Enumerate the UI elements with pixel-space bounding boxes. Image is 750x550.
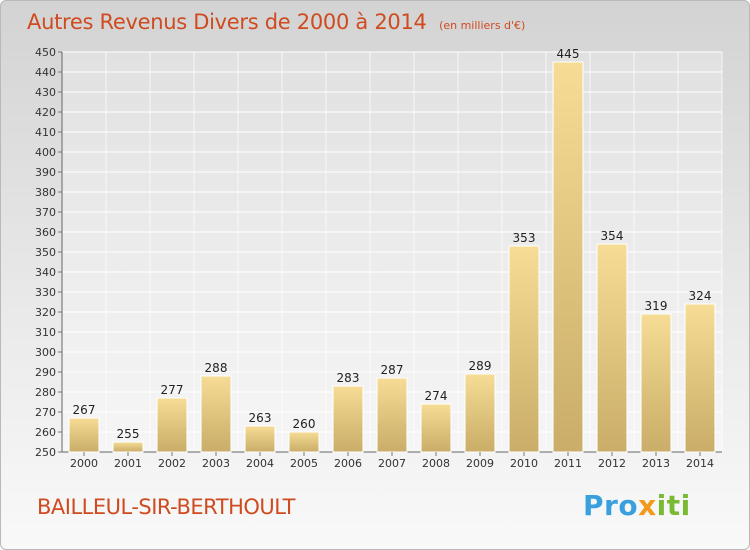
y-tick-label: 370	[35, 206, 56, 219]
y-tick-label: 390	[35, 166, 56, 179]
data-label-2010: 353	[513, 231, 536, 245]
data-label-2003: 288	[205, 361, 228, 375]
y-tick-label: 420	[35, 106, 56, 119]
data-label-2008: 274	[425, 389, 448, 403]
x-tick-label-2006: 2006	[334, 457, 362, 470]
bar-2003	[200, 375, 232, 453]
bar-2014	[684, 303, 716, 453]
y-tick-label: 350	[35, 246, 56, 259]
data-label-2011: 445	[557, 47, 580, 61]
x-tick-label-2005: 2005	[290, 457, 318, 470]
bar-2004	[244, 425, 276, 453]
bar-2002	[156, 397, 188, 453]
proxiti-logo[interactable]: Proxiti	[583, 489, 691, 522]
data-label-2012: 354	[601, 229, 624, 243]
bar-2007	[376, 377, 408, 453]
x-tick-label-2002: 2002	[158, 457, 186, 470]
x-tick-label-2000: 2000	[70, 457, 98, 470]
bar-2001	[112, 441, 144, 453]
y-tick-label: 320	[35, 306, 56, 319]
y-tick-label: 410	[35, 126, 56, 139]
y-tick-label: 440	[35, 66, 56, 79]
y-tick-label: 290	[35, 366, 56, 379]
bar-2005	[288, 431, 320, 453]
data-label-2013: 319	[645, 299, 668, 313]
chart-title-row: Autres Revenus Divers de 2000 à 2014 (en…	[27, 10, 525, 34]
data-label-2000: 267	[73, 403, 96, 417]
data-label-2002: 277	[161, 383, 184, 397]
x-tick-label-2004: 2004	[246, 457, 274, 470]
x-tick-label-2007: 2007	[378, 457, 406, 470]
data-label-2006: 283	[337, 371, 360, 385]
logo-part-iti: iti	[656, 489, 691, 522]
y-tick-label: 360	[35, 226, 56, 239]
bar-2012	[596, 243, 628, 453]
commune-name: BAILLEUL-SIR-BERTHOULT	[37, 495, 295, 519]
logo-part-pro: Pro	[583, 489, 639, 522]
y-tick-label: 250	[35, 446, 56, 459]
x-tick-label-2014: 2014	[686, 457, 714, 470]
x-tick-label-2012: 2012	[598, 457, 626, 470]
y-tick-label: 280	[35, 386, 56, 399]
data-label-2001: 255	[117, 427, 140, 441]
data-label-2004: 263	[249, 411, 272, 425]
bar-2000	[68, 417, 100, 453]
chart-subtitle: (en milliers d'€)	[439, 19, 526, 32]
y-tick-label: 400	[35, 146, 56, 159]
x-tick-label-2010: 2010	[510, 457, 538, 470]
bar-2008	[420, 403, 452, 453]
y-tick-label: 300	[35, 346, 56, 359]
logo-part-x: x	[638, 489, 657, 522]
y-tick-label: 260	[35, 426, 56, 439]
x-tick-label-2001: 2001	[114, 457, 142, 470]
y-tick-label: 270	[35, 406, 56, 419]
y-tick-label: 340	[35, 266, 56, 279]
x-tick-label-2003: 2003	[202, 457, 230, 470]
data-label-2009: 289	[469, 359, 492, 373]
y-tick-label: 450	[35, 46, 56, 59]
bar-2009	[464, 373, 496, 453]
x-tick-label-2011: 2011	[554, 457, 582, 470]
x-tick-label-2013: 2013	[642, 457, 670, 470]
y-tick-label: 310	[35, 326, 56, 339]
y-tick-label: 380	[35, 186, 56, 199]
bar-2011	[552, 61, 584, 453]
x-tick-label-2008: 2008	[422, 457, 450, 470]
chart-title: Autres Revenus Divers de 2000 à 2014	[27, 10, 427, 34]
data-label-2007: 287	[381, 363, 404, 377]
bar-2010	[508, 245, 540, 453]
bar-2013	[640, 313, 672, 453]
x-tick-label-2009: 2009	[466, 457, 494, 470]
data-label-2005: 260	[293, 417, 316, 431]
y-tick-label: 330	[35, 286, 56, 299]
y-tick-label: 430	[35, 86, 56, 99]
bar-2006	[332, 385, 364, 453]
data-label-2014: 324	[689, 289, 712, 303]
